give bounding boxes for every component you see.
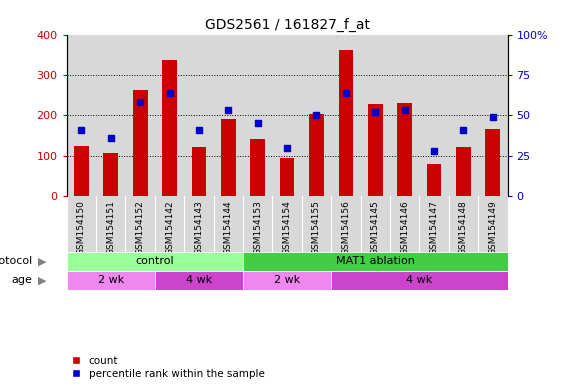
Text: ▶: ▶ <box>38 275 46 285</box>
Bar <box>368 104 383 196</box>
Text: age: age <box>11 275 32 285</box>
Text: control: control <box>136 256 174 266</box>
Bar <box>67 271 155 290</box>
Text: 4 wk: 4 wk <box>186 275 212 285</box>
Text: GSM154150: GSM154150 <box>77 200 86 255</box>
Bar <box>162 60 177 196</box>
Bar <box>251 139 265 196</box>
Text: GSM154142: GSM154142 <box>165 200 174 255</box>
Text: GSM154149: GSM154149 <box>488 200 497 255</box>
Text: MAT1 ablation: MAT1 ablation <box>336 256 415 266</box>
Bar <box>74 146 89 196</box>
Bar <box>485 129 500 196</box>
Bar <box>456 147 471 196</box>
Point <box>224 108 233 114</box>
Title: GDS2561 / 161827_f_at: GDS2561 / 161827_f_at <box>205 18 369 32</box>
Legend: count, percentile rank within the sample: count, percentile rank within the sample <box>72 356 264 379</box>
Bar <box>103 153 118 196</box>
Bar <box>427 164 441 196</box>
Bar <box>67 252 243 271</box>
Point <box>400 108 409 114</box>
Text: 2 wk: 2 wk <box>97 275 124 285</box>
Point <box>429 148 438 154</box>
Text: GSM154156: GSM154156 <box>342 200 350 255</box>
Text: GSM154152: GSM154152 <box>136 200 144 255</box>
Text: GSM154153: GSM154153 <box>253 200 262 255</box>
Text: 2 wk: 2 wk <box>274 275 300 285</box>
Point <box>165 89 174 96</box>
Point <box>77 127 86 133</box>
Point <box>136 99 145 106</box>
Text: 4 wk: 4 wk <box>406 275 433 285</box>
Point <box>106 135 115 141</box>
Text: GSM154146: GSM154146 <box>400 200 409 255</box>
Bar <box>133 90 147 196</box>
Point <box>282 144 292 151</box>
Bar <box>339 50 353 196</box>
Bar <box>280 158 295 196</box>
Text: GSM154147: GSM154147 <box>430 200 438 255</box>
Text: GSM154151: GSM154151 <box>106 200 115 255</box>
Text: ▶: ▶ <box>38 256 46 266</box>
Bar <box>191 147 206 196</box>
Point <box>312 112 321 118</box>
Bar <box>309 114 324 196</box>
Text: GSM154145: GSM154145 <box>371 200 380 255</box>
Point <box>371 109 380 115</box>
Point <box>488 114 498 120</box>
Text: GSM154154: GSM154154 <box>282 200 292 255</box>
Bar <box>155 271 243 290</box>
Bar <box>331 271 508 290</box>
Text: GSM154143: GSM154143 <box>194 200 204 255</box>
Bar <box>221 119 235 196</box>
Text: GSM154155: GSM154155 <box>312 200 321 255</box>
Text: GSM154144: GSM154144 <box>224 200 233 255</box>
Bar <box>397 103 412 196</box>
Point <box>341 89 350 96</box>
Bar <box>243 271 331 290</box>
Point <box>459 127 468 133</box>
Text: GSM154148: GSM154148 <box>459 200 468 255</box>
Text: protocol: protocol <box>0 256 32 266</box>
Point <box>194 127 204 133</box>
Point <box>253 120 262 126</box>
Bar <box>243 252 508 271</box>
